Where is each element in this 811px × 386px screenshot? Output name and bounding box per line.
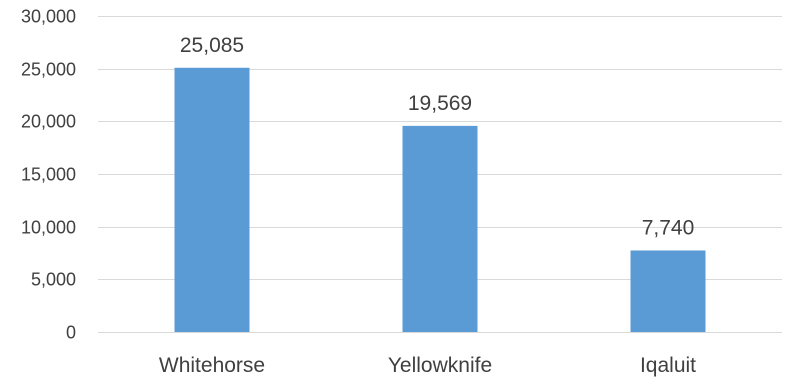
y-tick-label: 30,000: [21, 7, 76, 27]
y-tick-label: 10,000: [21, 218, 76, 238]
x-axis-tick-labels: Whitehorse Yellowknife Iqaluit: [159, 354, 696, 377]
bar-yellowknife: [402, 125, 478, 332]
data-labels: 25,085 19,569 7,740: [180, 34, 694, 240]
data-label: 19,569: [408, 92, 472, 115]
data-label: 25,085: [180, 34, 244, 57]
bars: [174, 67, 706, 332]
data-label: 7,740: [642, 216, 695, 239]
y-axis-tick-labels: 0 5,000 10,000 15,000 20,000 25,000 30,000: [21, 7, 76, 343]
x-tick-label: Whitehorse: [159, 354, 265, 377]
y-tick-label: 20,000: [21, 112, 76, 132]
y-tick-label: 5,000: [31, 270, 76, 290]
x-tick-label: Yellowknife: [388, 354, 492, 377]
y-tick-label: 25,000: [21, 60, 76, 80]
y-tick-label: 0: [66, 323, 76, 343]
x-tick-label: Iqaluit: [640, 354, 696, 377]
y-tick-label: 15,000: [21, 165, 76, 185]
bar-iqaluit: [630, 250, 706, 332]
bar-whitehorse: [174, 67, 250, 332]
